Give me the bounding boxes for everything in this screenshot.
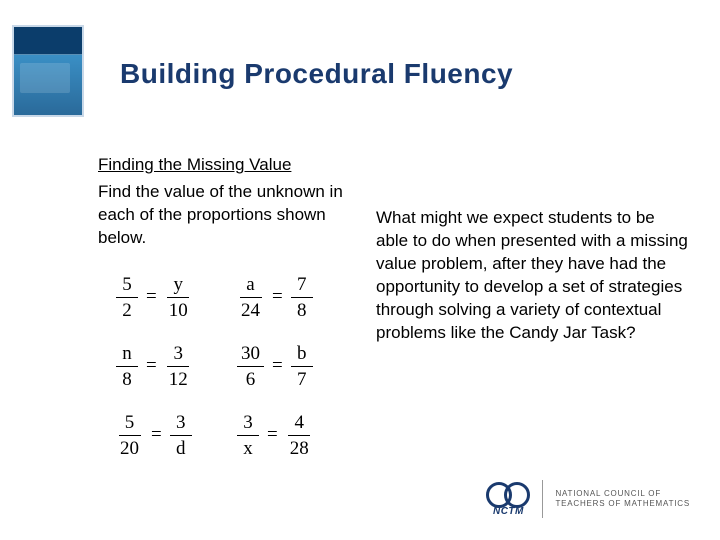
proportion-4: 306 = b7 [237,343,330,390]
content-area: Finding the Missing Value Find the value… [98,155,690,459]
book-cover-icon [12,25,84,117]
footer-logo: NCTM NATIONAL COUNCIL OF TEACHERS OF MAT… [486,480,690,518]
nctm-mark: NCTM [486,482,530,517]
page-title: Building Procedural Fluency [120,58,700,90]
proportion-3: n8 = 312 [116,343,209,390]
proportions-grid: 52 = y10 a24 = 78 n8 = 312 306 = b7 520 [98,274,348,459]
org-name: NATIONAL COUNCIL OF TEACHERS OF MATHEMAT… [555,489,690,510]
instruction-text: Find the value of the unknown in each of… [98,181,348,250]
infinity-icon [486,482,530,504]
left-column: Finding the Missing Value Find the value… [98,155,348,459]
subtitle: Finding the Missing Value [98,155,348,175]
proportion-5: 520 = 3d [116,412,209,459]
logo-divider [542,480,543,518]
question-text: What might we expect students to be able… [376,207,690,345]
proportion-6: 3x = 428 [237,412,330,459]
proportion-1: 52 = y10 [116,274,209,321]
proportion-2: a24 = 78 [237,274,330,321]
right-column: What might we expect students to be able… [376,155,690,459]
